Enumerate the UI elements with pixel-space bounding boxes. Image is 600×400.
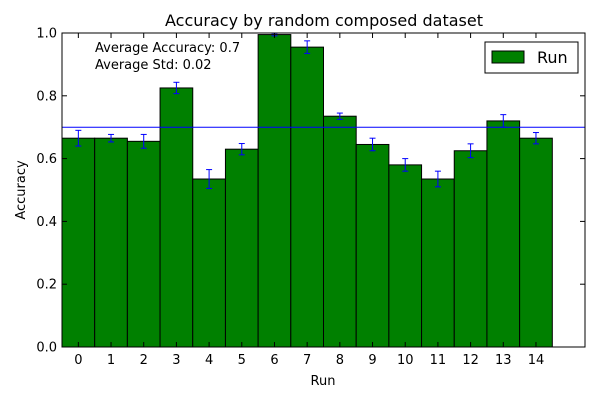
x-tick-label: 0 (74, 353, 82, 368)
x-tick-label: 8 (336, 353, 344, 368)
bar-run-12 (453, 150, 488, 348)
x-tick-label: 10 (397, 353, 414, 368)
y-tick-label: 0.6 (36, 152, 57, 167)
x-tick-label: 13 (495, 353, 512, 368)
x-tick-label: 14 (528, 353, 545, 368)
x-tick-label: 11 (430, 353, 447, 368)
legend-swatch (491, 50, 525, 64)
bar-run-6 (257, 34, 292, 348)
error-bar-run-7 (304, 40, 311, 54)
legend: Run (484, 41, 579, 74)
x-tick-label: 5 (238, 353, 246, 368)
bar-run-7 (290, 46, 324, 348)
x-tick-label: 12 (462, 353, 479, 368)
y-axis: 0.0 0.2 0.4 0.6 0.8 1.0 (36, 27, 585, 356)
bar-run-1 (94, 137, 128, 348)
y-tick-label: 0.0 (36, 341, 57, 356)
bar-run-3 (159, 87, 194, 348)
plot-frame (61, 32, 586, 348)
bar-run-13 (486, 120, 521, 348)
bar-run-14 (519, 137, 553, 348)
bars-group (61, 34, 553, 348)
x-tick-label: 4 (205, 353, 213, 368)
error-bar-run-1 (108, 133, 115, 143)
x-axis-label: Run (311, 374, 336, 389)
y-tick-label: 0.2 (36, 278, 57, 293)
x-tick-label: 2 (140, 353, 148, 368)
error-bar-run-12 (467, 143, 474, 159)
bar-run-11 (421, 178, 455, 348)
annotation-average-accuracy: Average Accuracy: 0.7 (95, 41, 240, 56)
x-tick-label: 3 (172, 353, 180, 368)
error-bar-run-14 (532, 132, 539, 145)
chart-title: Accuracy by random composed dataset (165, 11, 483, 30)
y-tick-label: 1.0 (36, 27, 57, 42)
error-bar-run-4 (206, 169, 213, 189)
error-bar-run-10 (402, 158, 409, 172)
error-bar-run-3 (173, 81, 180, 95)
x-tick-label: 9 (368, 353, 376, 368)
x-axis: 0 1 2 3 4 5 6 7 8 9 10 11 12 13 14 (74, 33, 544, 368)
bar-run-8 (323, 115, 357, 348)
bar-run-9 (355, 143, 390, 348)
y-tick-label: 0.8 (36, 89, 57, 104)
bar-run-0 (61, 137, 96, 348)
error-bar-run-8 (336, 112, 343, 120)
error-bar-run-9 (369, 137, 376, 152)
x-tick-label: 7 (303, 353, 311, 368)
x-tick-label: 6 (270, 353, 278, 368)
error-bar-run-0 (75, 129, 82, 147)
bar-run-2 (126, 140, 161, 348)
y-axis-label: Accuracy (14, 160, 29, 220)
y-tick-label: 0.4 (36, 215, 57, 230)
bar-run-4 (192, 178, 226, 348)
bar-run-10 (388, 164, 423, 348)
bar-run-5 (224, 148, 259, 348)
annotation-average-std: Average Std: 0.02 (95, 58, 212, 73)
error-bar-run-11 (434, 170, 441, 188)
legend-label: Run (537, 48, 568, 67)
error-bar-run-2 (140, 133, 147, 149)
x-tick-label: 1 (107, 353, 115, 368)
error-bar-run-5 (238, 143, 245, 156)
